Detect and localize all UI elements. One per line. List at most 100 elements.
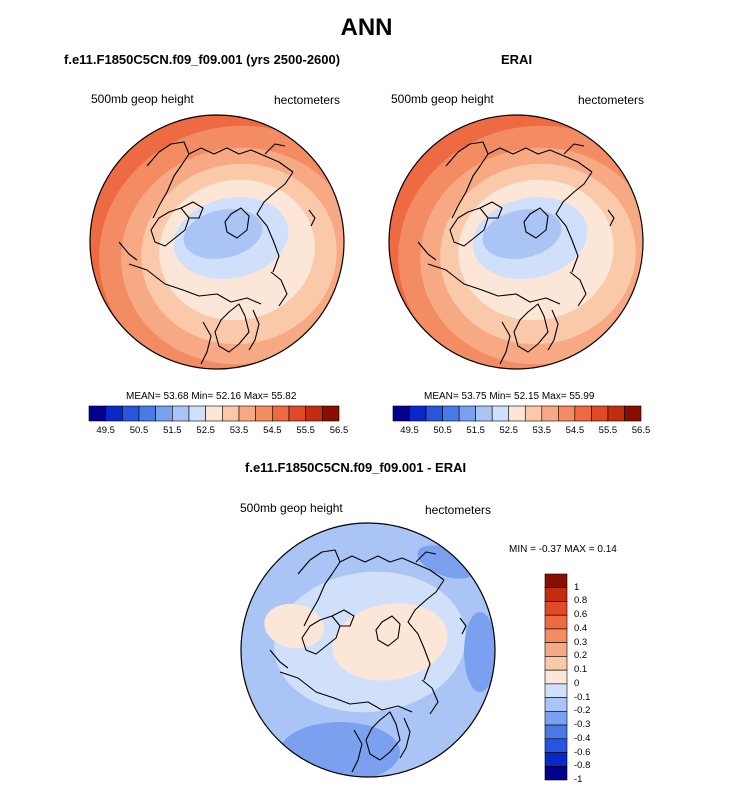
panel1-coastline-10 — [270, 271, 288, 307]
panel3-colorbar-swatch-10 — [544, 711, 568, 726]
panel3-coastline-0 — [297, 549, 341, 627]
panel1-map-border — [89, 114, 345, 370]
panel2-colorbar-swatch-1 — [409, 405, 427, 422]
panel1-colorbar-swatch-14 — [322, 405, 340, 422]
panel2-colorbar-tick-label: 49.5 — [400, 425, 419, 436]
panel1-colorbar-swatch-2 — [122, 405, 140, 422]
panel3-colorbar-tick-label: 0.2 — [574, 650, 588, 662]
panel1-colorbar-swatch-1 — [105, 405, 123, 422]
panel3-coastline-6 — [279, 671, 413, 713]
panel2-colorbar-swatch-7 — [508, 405, 526, 422]
panel1-colorbar — [88, 405, 340, 422]
panel1-stats: MEAN= 53.68 Min= 52.16 Max= 55.82 — [126, 391, 297, 402]
panel2-coastline-2 — [555, 171, 593, 273]
panel3-colorbar-tick-label: -0.1 — [574, 691, 591, 703]
panel3-colorbar-tick-label: 0.4 — [574, 622, 588, 634]
panel3-colorbar-swatch-5 — [544, 642, 568, 657]
panel2-coastline-12 — [607, 209, 615, 227]
panel2-left-label: 500mb geop height — [391, 92, 494, 106]
panel3-map — [240, 522, 496, 778]
panel2-colorbar-tick-label: 51.5 — [466, 425, 485, 436]
panel2-map-border — [388, 114, 644, 370]
panel2-colorbar-swatch-5 — [475, 405, 493, 422]
panel3-contour-band-6 — [464, 612, 495, 692]
panel2-coastline-6 — [427, 263, 561, 305]
panel3-coastline-5 — [375, 615, 401, 647]
panel2-colorbar-swatch-12 — [591, 405, 609, 422]
panel2-colorbar-swatch-2 — [425, 405, 443, 422]
panel3-colorbar-swatch-11 — [544, 724, 568, 740]
panel2-coastline-4 — [479, 201, 503, 219]
panel1-colorbar-tick-label: 56.5 — [329, 425, 349, 436]
panel1-colorbar-swatch-11 — [272, 405, 290, 422]
panel1-colorbar-tick-label: 52.5 — [196, 425, 215, 436]
panel1-colorbar-swatch-9 — [238, 405, 256, 422]
panel3-colorbar-swatch-2 — [544, 601, 568, 616]
panel2-coastline-13 — [563, 143, 585, 155]
panel1-colorbar-tick-label: 49.5 — [96, 425, 115, 436]
panel1-coastline-5 — [224, 207, 250, 239]
panel3-case-title: f.e11.F1850C5CN.f09_f09.001 - ERAI — [245, 460, 467, 475]
panel2-contour-band-6 — [482, 209, 562, 259]
panel3-colorbar-tick-label: -0.4 — [574, 732, 591, 744]
panel2-colorbar-swatch-10 — [558, 405, 576, 422]
panel2-coastline-7 — [513, 303, 549, 353]
panel3-colorbar-tick-label: -0.6 — [574, 746, 591, 758]
panel1-colorbar-swatch-4 — [155, 405, 173, 422]
panel1-left-label: 500mb geop height — [91, 92, 194, 106]
panel3-colorbar-tick-label: -0.2 — [574, 705, 591, 717]
panel1-coastline-1 — [188, 147, 294, 173]
panel1-contour-band-6 — [183, 209, 263, 259]
panel1-colorbar-tick-label: 51.5 — [163, 425, 182, 436]
panel1-coastline-13 — [264, 143, 286, 155]
panel3-colorbar-tick-label: -1 — [574, 774, 583, 785]
panel1-colorbar-swatch-6 — [188, 405, 206, 422]
panel3-colorbar-swatch-14 — [544, 765, 568, 781]
panel2-coastline-3 — [449, 207, 489, 247]
panel3-contour-band-1 — [280, 722, 400, 777]
panel1-colorbar-tick-label: 53.5 — [229, 425, 249, 436]
panel1-coastline-2 — [256, 171, 294, 273]
panel3-map-border — [240, 522, 496, 778]
panel2-colorbar-tick-label: 56.5 — [631, 425, 651, 436]
panel2-colorbar-swatch-3 — [442, 405, 460, 422]
panel3-colorbar-swatch-6 — [544, 656, 568, 671]
panel3-stats: MIN = -0.37 MAX = 0.14 — [509, 544, 617, 555]
panel2-coastline-11 — [417, 241, 437, 261]
panel1-colorbar-swatch-12 — [288, 405, 306, 422]
panel3-coastline-2 — [407, 579, 445, 681]
panel1-colorbar-tick-label: 50.5 — [129, 425, 149, 436]
panel1-coastline-9 — [200, 321, 212, 365]
panel1-right-label: hectometers — [274, 93, 341, 107]
panel3-coastline-10 — [421, 679, 439, 715]
panel1-colorbar-swatch-7 — [205, 405, 223, 422]
panel3-right-label: hectometers — [425, 503, 492, 517]
panel3-colorbar — [544, 573, 568, 781]
panel3-coastline-8 — [399, 717, 411, 759]
panel3-colorbar-swatch-3 — [544, 614, 568, 630]
panel3-coastline-4 — [331, 609, 355, 627]
panel3-colorbar-swatch-8 — [544, 683, 568, 698]
panel3-coastline-13 — [415, 551, 437, 563]
panel1-coastline-11 — [118, 241, 138, 261]
panel3-coastline-1 — [339, 555, 445, 581]
panel2-colorbar-tick-label: 53.5 — [532, 425, 552, 436]
panel2-right-label: hectometers — [578, 93, 645, 107]
panel1-colorbar-swatch-5 — [172, 405, 190, 422]
panel3-coastline-11 — [269, 649, 289, 669]
panel3-coastline-7 — [365, 711, 401, 761]
panel2-coastline-10 — [569, 271, 587, 307]
panel1-coastline-8 — [248, 309, 260, 351]
panel3-colorbar-tick-label: 0.1 — [574, 664, 588, 676]
panel2-colorbar-swatch-4 — [458, 405, 476, 422]
panel3-colorbar-swatch-4 — [544, 628, 568, 643]
panel3-colorbar-swatch-9 — [544, 697, 568, 712]
panel1-colorbar-tick-label: 55.5 — [296, 425, 315, 436]
panel1-coastline-7 — [214, 303, 250, 353]
panel2-colorbar-tick-label: 52.5 — [499, 425, 518, 436]
panel2-coastline-0 — [445, 141, 489, 219]
panel2-colorbar-swatch-11 — [574, 405, 592, 422]
panel2-colorbar-swatch-6 — [491, 405, 510, 422]
panel3-coastline-3 — [301, 615, 341, 655]
panel2-colorbar-tick-label: 54.5 — [565, 425, 585, 436]
